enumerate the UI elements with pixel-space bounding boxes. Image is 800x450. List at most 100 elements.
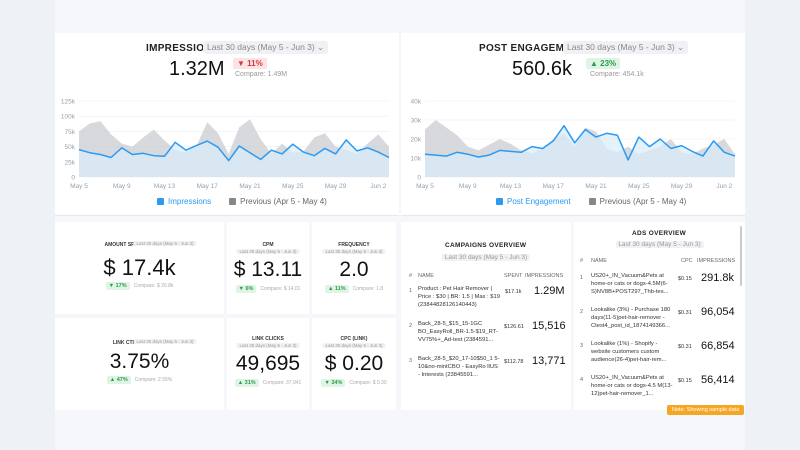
row-name: US20+_IN_Vacuum&Pets at home-or cats or … [591,375,673,397]
row-impressions: 96,054 [701,306,735,318]
kpi-delta: ▲ 11% [325,285,349,293]
engagement-date-range-dropdown[interactable]: Last 30 days (May 5 - Jun 3) ⌄ [563,41,689,54]
kpi-footer: ▼ 17% Compare: $ 20.8k [55,282,224,290]
kpi-footer: ▲ 47% Compare: 2.55% [55,376,224,384]
row-num: 2 [409,323,413,329]
sample-data-note: Note: Showing sample data [667,405,745,415]
col-spent[interactable]: SPENT [504,273,523,279]
kpi-delta: ▲ 47% [106,376,131,384]
impressions-date-range-dropdown[interactable]: Last 30 days (May 5 - Jun 3) ⌄ [203,41,329,54]
row-spent: $17.1k [505,289,522,295]
kpi-compare: Compare: $ 20.8k [133,283,174,289]
col-impressions[interactable]: IMPRESSIONS [525,273,564,279]
engagement-legend: Post Engagement Previous (Apr 5 - May 4) [496,197,686,206]
kpi-link-ctr: LINK CTR Last 30 days (May 5 - Jun 3) 3.… [55,318,224,410]
x-tick-label: May 5 [70,183,88,190]
impressions-legend: Impressions Previous (Apr 5 - May 4) [157,197,327,206]
impressions-value: 1.32M [169,58,225,80]
x-tick-label: May 9 [113,183,131,190]
chevron-down-icon: ⌄ [677,42,685,52]
kpi-range[interactable]: Last 30 days (May 5 - Jun 3) [322,343,386,348]
kpi-label: AMOUNT SPENT [104,242,145,248]
row-num: 3 [580,343,584,349]
kpi-range[interactable]: Last 30 days (May 5 - Jun 3) [322,249,386,254]
row-cpc: $0.31 [678,310,692,316]
row-cpc: $0.15 [678,276,692,282]
kpi-link-clicks: LINK CLICKS Last 30 days (May 5 - Jun 3)… [227,318,309,410]
kpi-label: LINK CTR [112,340,137,346]
ads-title: ADS OVERVIEW [632,230,687,237]
y-tick-label: 40k [411,99,422,106]
checkbox-checked-icon[interactable] [157,198,164,205]
kpi-footer: ▲ 31% Compare: 37,941 [227,379,309,387]
col-name[interactable]: NAME [418,273,434,279]
x-tick-label: May 17 [197,183,219,190]
col-impressions[interactable]: IMPRESSIONS [697,258,736,264]
kpi-label: CPC (LINK) [340,336,368,342]
col-name[interactable]: NAME [591,258,607,264]
x-tick-label: Jun 2 [370,183,386,190]
y-tick-label: 75k [65,129,76,136]
kpi-value: 3.75% [109,350,170,373]
row-impressions: 15,516 [532,320,566,332]
current-period-area [425,125,735,177]
x-tick-label: May 5 [416,183,434,190]
kpi-footer: ▲ 11% Compare: 1.8 [312,285,396,293]
kpi-range[interactable]: Last 30 days (May 5 - Jun 3) [236,343,300,348]
dashboard: IMPRESSIONS Last 30 days (May 5 - Jun 3)… [55,0,745,450]
kpi-footer: ▼ 6% Compare: $ 14.01 [227,285,309,293]
campaigns-date-range-dropdown[interactable]: Last 30 days (May 5 - Jun 3) [441,254,531,261]
row-num: 4 [580,377,584,383]
kpi-range[interactable]: Last 30 days (May 5 - Jun 3) [236,249,300,254]
kpi-frequency: FREQUENCY Last 30 days (May 5 - Jun 3) 2… [312,222,396,314]
legend-current: Impressions [168,197,212,206]
row-num: 2 [580,309,584,315]
engagement-compare: Compare: 454.1k [590,71,644,78]
row-impressions: 66,854 [701,340,735,352]
kpi-compare: Compare: $ 0.30 [349,380,387,386]
engagement-value: 560.6k [512,58,573,80]
row-name: Lookalike (3%) - Purchase 180 days(11-5)… [591,307,671,329]
row-cpc: $0.15 [678,378,692,384]
row-spent: $126.61 [504,324,524,330]
kpi-delta: ▼ 17% [105,282,130,290]
y-tick-label: 10k [411,156,422,163]
y-tick-label: 0 [71,175,75,182]
kpi-label: FREQUENCY [338,242,370,248]
y-tick-label: 0 [417,175,421,182]
kpi-value: $ 17.4k [103,255,176,280]
checkbox-checked-icon[interactable] [496,198,503,205]
ads-date-range-dropdown[interactable]: Last 30 days (May 5 - Jun 3) [615,241,704,248]
row-cpc: $0.31 [678,344,692,350]
ads-scrollbar[interactable] [740,226,742,286]
kpi-compare: Compare: 2.55% [134,377,173,383]
current-period-area [79,139,389,177]
x-tick-label: May 25 [628,183,650,190]
chevron-down-icon: ⌄ [317,42,325,52]
row-name: Back_28-5_$15_15-1GC BO_EasyRoll_BR-1.5-… [418,321,498,343]
impressions-chart: 0 25k 50k 75k 100k 125k May 5 May 9 May 13 May 17… [61,99,390,190]
y-tick-label: 20k [411,137,422,144]
col-num: # [409,273,413,279]
kpi-delta: ▲ 31% [234,379,259,387]
checkbox-checked-icon[interactable] [588,198,596,205]
kpi-cpc-link: CPC (LINK) Last 30 days (May 5 - Jun 3) … [312,318,396,410]
current-period-line [78,139,390,162]
row-impressions: 291.8k [701,272,735,284]
row-name: Product : Pet Hair Remover | Price : $30… [418,286,500,308]
engagement-title: POST ENGAGEMENT [479,43,586,54]
y-tick-label: 30k [411,118,422,125]
kpi-range[interactable]: Last 30 days (May 5 - Jun 3) [133,339,197,344]
y-tick-label: 100k [61,114,76,121]
row-num: 3 [409,358,413,364]
legend-previous: Previous (Apr 5 - May 4) [599,197,687,206]
legend-current: Post Engagement [507,197,571,206]
y-tick-label: 50k [65,144,76,151]
row-name: US20+_IN_Vacuum&Pets at home-or cats or … [591,273,669,295]
post-engagement-card: POST ENGAGEMENT Last 30 days (May 5 - Ju… [401,33,745,216]
col-cpc[interactable]: CPC [681,258,693,264]
kpi-range[interactable]: Last 30 days (May 5 - Jun 3) [133,241,197,246]
checkbox-checked-icon[interactable] [229,198,237,205]
x-tick-label: May 13 [154,183,176,190]
x-tick-label: May 25 [282,183,304,190]
